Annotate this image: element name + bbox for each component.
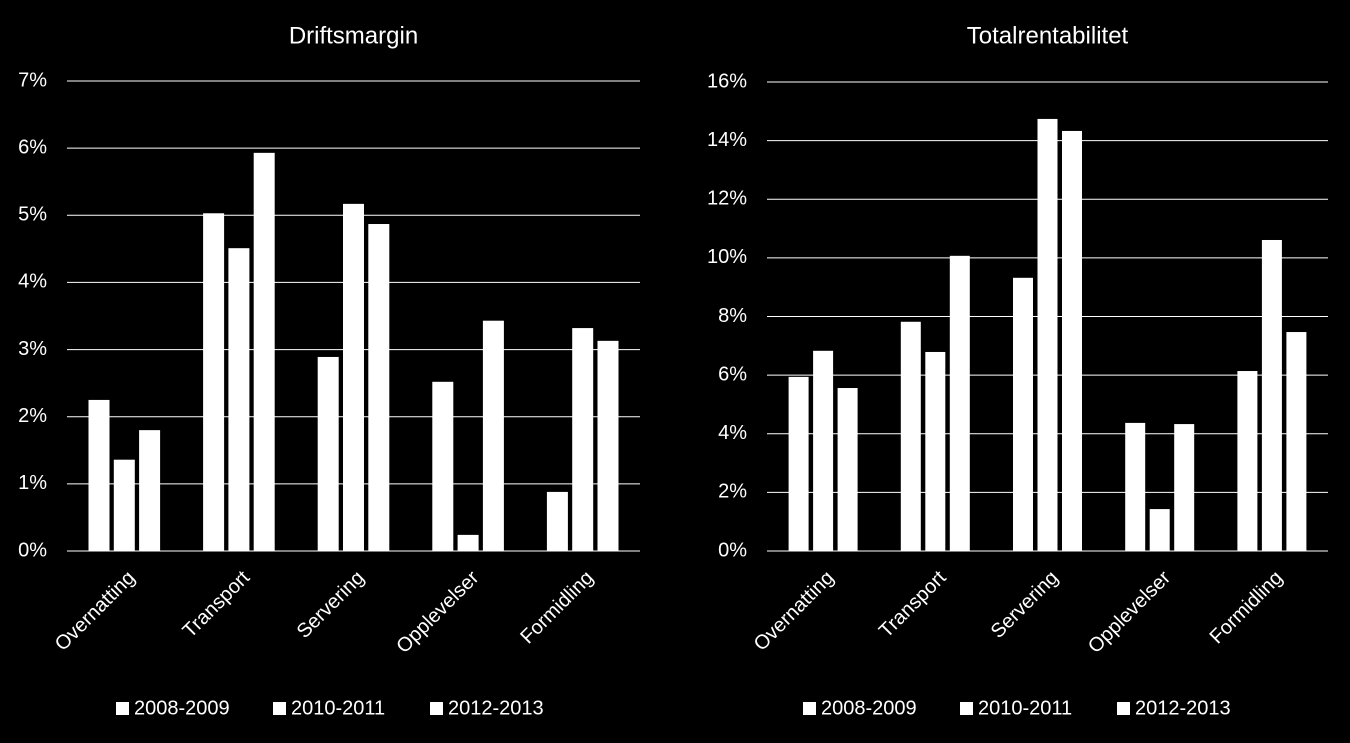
y-tick-label: 10% [707,246,747,268]
x-tick-label: Formidling [516,567,598,649]
bar [837,388,858,551]
y-tick-label: 16% [707,70,747,92]
bar [457,534,479,551]
bar [368,224,390,551]
x-tick-label: Opplevelser [1084,566,1175,657]
bar [1149,509,1170,551]
y-tick-label: 7% [18,69,47,91]
y-tick-label: 2% [718,481,747,503]
legend-swatch [960,702,973,715]
bar [572,328,594,551]
y-tick-label: 1% [18,472,47,494]
y-tick-label: 3% [18,338,47,360]
x-tick-label: Servering [293,567,369,643]
chart-title: Totalrentabilitet [967,22,1129,49]
y-tick-label: 5% [18,204,47,226]
x-tick-label: Opplevelser [392,566,483,657]
bar [203,213,225,551]
bar [1237,371,1258,551]
bar [482,320,504,551]
y-tick-label: 14% [707,129,747,151]
legend-swatch [273,702,286,715]
x-tick-label: Formidling [1206,567,1288,649]
bar [949,255,970,551]
y-tick-label: 0% [718,539,747,561]
legend-swatch [430,702,443,715]
x-tick-label: Transport [179,566,255,642]
y-tick-label: 6% [718,363,747,385]
bar [113,459,135,551]
bar [1286,332,1307,551]
bar [253,152,275,552]
y-tick-label: 12% [707,188,747,210]
bar [88,399,110,551]
x-tick-label: Transport [875,566,951,642]
bar [597,340,619,551]
bar [1062,130,1082,551]
bar [1125,422,1146,551]
bar [228,248,250,551]
legend-label: 2012-2013 [1135,697,1231,719]
x-tick-label: Servering [987,567,1063,643]
legend-label: 2010-2011 [978,697,1072,719]
legend-label: 2010-2011 [291,697,385,719]
y-tick-label: 4% [18,271,47,293]
bar [1013,277,1033,551]
bar [432,381,454,551]
legend-label: 2008-2009 [134,697,230,719]
legend-swatch [803,702,816,715]
bar [1037,118,1058,551]
y-tick-label: 2% [18,405,47,427]
legend-swatch [1117,702,1130,715]
legend-swatch [116,702,129,715]
bar [925,351,946,551]
bar [139,430,161,551]
y-tick-label: 0% [18,539,47,561]
x-tick-label: Overnatting [750,567,839,656]
bar [900,321,921,551]
y-tick-label: 6% [18,136,47,158]
bar [788,376,809,551]
bar [1174,424,1195,551]
bar [317,356,339,551]
bar [1261,239,1282,551]
y-tick-label: 4% [718,422,747,444]
legend-label: 2008-2009 [821,697,917,719]
y-tick-label: 8% [718,305,747,327]
x-tick-label: Overnatting [51,567,140,656]
chart-title: Driftsmargin [289,22,418,49]
bar [813,350,834,551]
bar [343,203,364,551]
legend-label: 2012-2013 [448,697,544,719]
bar [546,491,568,551]
